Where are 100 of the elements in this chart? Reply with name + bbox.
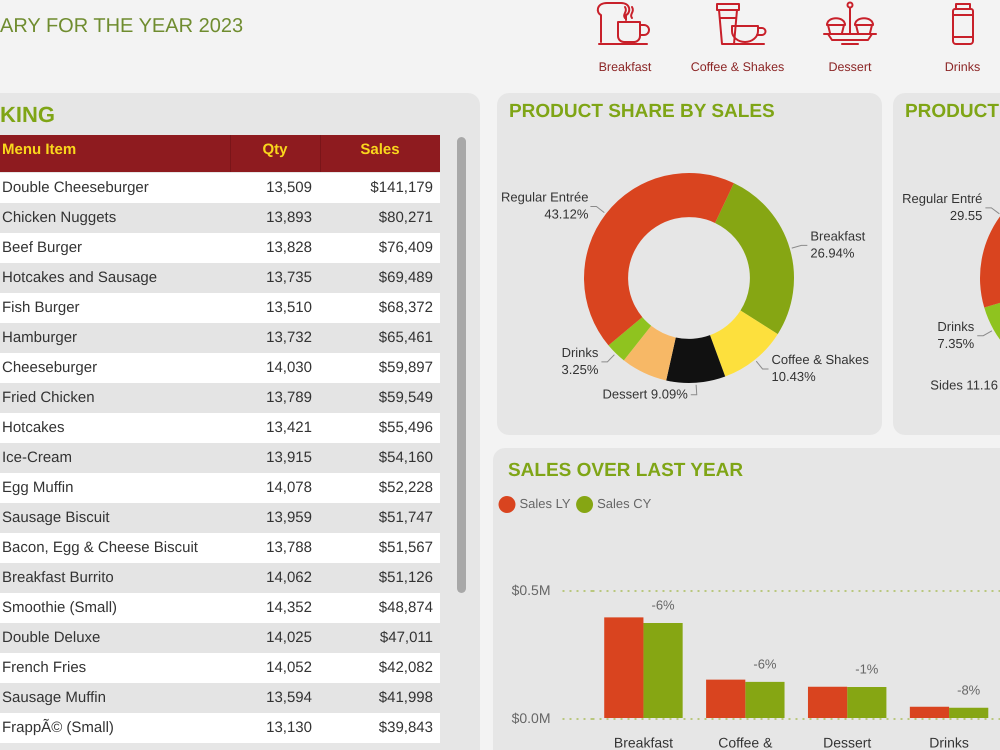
data-label: 14,030 bbox=[266, 359, 312, 376]
data-label: 13,510 bbox=[266, 299, 312, 316]
category-label: Ice-Cream bbox=[2, 448, 72, 468]
y-tick-label: $0.5M bbox=[512, 582, 550, 598]
data-label: $51,747 bbox=[378, 509, 433, 526]
category-label: Cheeseburger bbox=[2, 358, 98, 378]
data-label: $54,160 bbox=[378, 449, 433, 466]
category-label: Hamburger bbox=[2, 328, 78, 348]
data-label: 26.94% bbox=[810, 245, 855, 260]
data-label: 10.43% bbox=[772, 369, 816, 384]
slice-label: Regular Entré bbox=[902, 190, 982, 206]
data-label: 14,052 bbox=[266, 659, 312, 676]
data-label: 13,915 bbox=[266, 449, 312, 466]
data-label: 14,078 bbox=[266, 479, 312, 496]
data-label: $59,897 bbox=[378, 359, 433, 376]
data-label: $55,496 bbox=[378, 419, 433, 436]
text: Menu Item bbox=[2, 141, 76, 158]
text: Dessert bbox=[827, 60, 873, 74]
data-label: 14,352 bbox=[266, 599, 312, 616]
slice-label: Drinks bbox=[562, 344, 599, 360]
category-label: Sausage Muffin bbox=[2, 688, 106, 708]
x-tick-label: Dessert bbox=[823, 734, 872, 750]
data-label: $76,409 bbox=[378, 239, 433, 256]
category-label: Breakfast Burrito bbox=[2, 568, 114, 588]
data-label: 13,735 bbox=[266, 269, 312, 286]
text: ARY FOR THE YEAR 2023 bbox=[0, 15, 244, 38]
data-label: 3.25% bbox=[562, 362, 599, 377]
data-label: $59,549 bbox=[378, 389, 433, 406]
text: Sides 11.16 bbox=[930, 378, 998, 393]
data-label: $47,011 bbox=[380, 629, 433, 646]
data-label: 43.12% bbox=[544, 206, 589, 222]
legend-label: Sales CY bbox=[597, 496, 652, 512]
category-label: Chicken Nuggets bbox=[2, 208, 116, 228]
bar bbox=[643, 623, 683, 718]
chart-title: PRODUCT SHARE BY SALES bbox=[509, 101, 775, 123]
category-label: Double Cheeseburger bbox=[2, 178, 149, 198]
category-label: Egg Muffin bbox=[2, 478, 74, 498]
series-label: Qty bbox=[261, 141, 288, 158]
chart-title: SALES OVER LAST YEAR bbox=[508, 460, 744, 482]
category-label: Sausage Biscuit bbox=[2, 508, 110, 528]
text: Coffee & Shakes bbox=[690, 60, 786, 74]
category-label: Beef Burger bbox=[2, 238, 82, 258]
data-label: 13,421 bbox=[266, 419, 312, 436]
bar bbox=[745, 682, 785, 718]
data-label: 13,788 bbox=[266, 539, 312, 556]
data-label: 13,594 bbox=[266, 689, 312, 706]
data-label: 13,509 bbox=[266, 179, 312, 196]
annotation: -1% bbox=[855, 662, 879, 677]
data-label: $51,126 bbox=[378, 569, 433, 586]
data-label: $141,179 bbox=[370, 179, 433, 196]
bar bbox=[808, 686, 848, 718]
bar bbox=[910, 706, 950, 718]
x-tick-label: Coffee & bbox=[718, 734, 774, 750]
data-label: 13,828 bbox=[266, 239, 312, 256]
data-label: 13,789 bbox=[266, 389, 312, 406]
category-label: Fish Burger bbox=[2, 298, 80, 318]
data-label: $80,271 bbox=[378, 209, 433, 226]
bar bbox=[706, 680, 746, 718]
data-label: $41,998 bbox=[378, 689, 433, 706]
data-label: 29.55 bbox=[950, 208, 982, 223]
annotation: -6% bbox=[651, 598, 676, 613]
category-label: Bacon, Egg & Cheese Biscuit bbox=[2, 538, 198, 558]
bar bbox=[949, 708, 988, 718]
category-label: Hotcakes bbox=[2, 418, 65, 438]
data-label: $51,567 bbox=[378, 539, 433, 556]
slice-label: Dessert 9.09% bbox=[602, 386, 688, 402]
text: KING bbox=[0, 102, 55, 128]
text: Breakfast bbox=[598, 60, 652, 74]
chart-title: PRODUCT bbox=[905, 101, 999, 123]
data-label: 7.35% bbox=[937, 336, 975, 351]
slice-label: Regular Entrée bbox=[501, 190, 588, 205]
data-label: 13,893 bbox=[266, 209, 312, 226]
category-label: Smoothie (Small) bbox=[2, 598, 118, 618]
y-tick-label: $0.0M bbox=[512, 710, 550, 726]
legend-label: Sales LY bbox=[520, 496, 571, 512]
x-tick-label: Breakfast bbox=[614, 734, 674, 750]
bar bbox=[604, 617, 644, 718]
data-label: $48,874 bbox=[378, 599, 433, 616]
category-label: Fried Chicken bbox=[2, 388, 95, 408]
data-label: $39,843 bbox=[378, 719, 433, 736]
data-label: $42,082 bbox=[378, 659, 433, 676]
category-label: French Fries bbox=[2, 658, 86, 678]
bar bbox=[847, 687, 886, 718]
slice-label: Breakfast bbox=[810, 228, 866, 244]
annotation: -8% bbox=[957, 682, 981, 698]
category-label: FrappÃ© (Small) bbox=[2, 718, 114, 738]
data-label: $65,461 bbox=[378, 329, 433, 346]
category-label: Double Deluxe bbox=[2, 628, 100, 648]
data-label: $52,228 bbox=[378, 479, 433, 496]
slice-label: Coffee & Shakes bbox=[772, 352, 870, 368]
category-label: Hotcakes and Sausage bbox=[2, 268, 158, 288]
data-label: 13,732 bbox=[266, 329, 312, 346]
data-label: 14,025 bbox=[266, 629, 312, 646]
annotation: -6% bbox=[753, 656, 777, 672]
text: Sales bbox=[359, 141, 401, 158]
x-tick-label: Drinks bbox=[929, 734, 969, 750]
data-label: $69,489 bbox=[378, 269, 433, 286]
slice-label: Drinks bbox=[937, 318, 975, 334]
text: Drinks bbox=[944, 60, 982, 74]
data-label: $68,372 bbox=[378, 299, 433, 316]
